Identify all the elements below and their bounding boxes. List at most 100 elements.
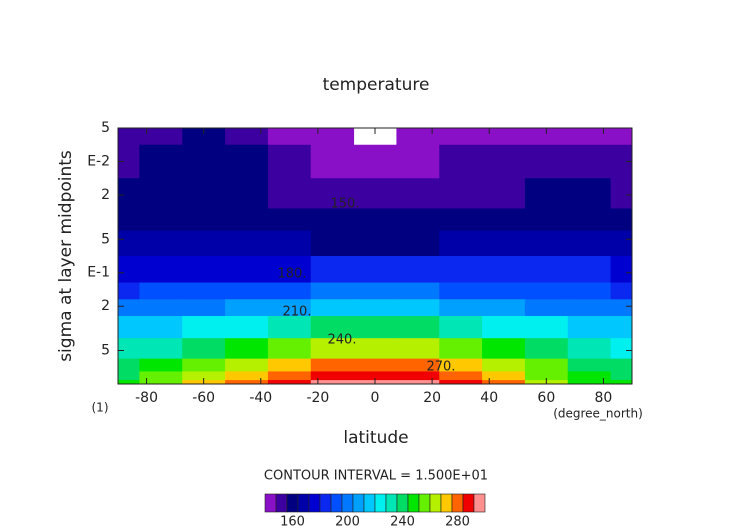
field-cell [118, 371, 140, 381]
x-tick-label: -60 [192, 390, 215, 406]
field-cell [396, 256, 440, 284]
field-cell [439, 208, 483, 232]
field-cell [482, 256, 526, 284]
field-cell [439, 371, 483, 381]
field-cell [310, 358, 355, 372]
field-cell [118, 230, 140, 257]
field-cell [310, 299, 355, 317]
field-cell [267, 299, 312, 317]
field-cell [482, 208, 526, 232]
y-tick-label: 5 [101, 343, 110, 359]
field-cell [182, 371, 226, 381]
field-cell [482, 299, 526, 317]
colorbar-box [418, 493, 431, 513]
field-cell [267, 371, 312, 381]
field-cell [353, 178, 397, 210]
field-cell [396, 282, 440, 300]
contour-label: 270. [427, 360, 456, 375]
field-cell [139, 338, 183, 360]
field-cell [524, 256, 569, 284]
field-cell [139, 371, 183, 381]
field-cell [610, 128, 633, 146]
field-cell [567, 144, 612, 179]
field-cell [310, 128, 355, 146]
field-cell [439, 338, 483, 360]
field-cell [524, 208, 569, 232]
field-cell [139, 128, 183, 146]
field-cell [118, 299, 140, 317]
field-cell [524, 371, 569, 381]
field-cell [610, 380, 633, 385]
field-cell [439, 230, 483, 257]
field-cell [567, 128, 612, 146]
colorbar-box [363, 493, 376, 513]
field-cell [353, 316, 397, 339]
field-cell [182, 358, 226, 372]
field-cell [439, 380, 483, 385]
colorbar-box [440, 493, 453, 513]
x-axis-label: latitude [343, 428, 408, 448]
field-cell [396, 380, 440, 385]
field-cell [482, 371, 526, 381]
field-cell [439, 178, 483, 210]
field-cell [225, 316, 269, 339]
colorbar-box [319, 493, 332, 513]
field-cell [396, 358, 440, 372]
x-tick-label: 0 [371, 390, 380, 406]
field-cell [396, 144, 440, 179]
field-cell [610, 230, 633, 257]
field-cell [225, 371, 269, 381]
field-cell [118, 358, 140, 372]
field-cell [182, 208, 226, 232]
field-cell [310, 178, 355, 210]
field-cell [225, 144, 269, 179]
colorbar-box [297, 493, 310, 513]
field-cell [225, 358, 269, 372]
field-cell [567, 208, 612, 232]
colorbar-box [352, 493, 365, 513]
colorbar-box [451, 493, 464, 513]
field-cell [139, 316, 183, 339]
field-cell [439, 256, 483, 284]
field-cell [610, 371, 633, 381]
field-cell [396, 371, 440, 381]
field-cell [267, 128, 312, 146]
colorbar-box [330, 493, 343, 513]
colorbar-tick-label: 200 [335, 515, 360, 530]
field-cell [396, 128, 440, 146]
field-cell [610, 144, 633, 179]
field-cell [610, 282, 633, 300]
field-cell [267, 316, 312, 339]
contour-label: 240. [328, 333, 357, 348]
field-cell [267, 208, 312, 232]
field-cell [267, 338, 312, 360]
x-tick-label: -80 [135, 390, 158, 406]
colorbar-box [275, 493, 288, 513]
field-cell [267, 256, 312, 284]
contour-label: 210. [283, 305, 312, 320]
field-cell [439, 144, 483, 179]
field-cell [225, 178, 269, 210]
field-cell [118, 178, 140, 210]
field-cell [353, 299, 397, 317]
field [118, 128, 633, 385]
field-cell [482, 316, 526, 339]
field-cell [267, 380, 312, 385]
field-cell [139, 358, 183, 372]
field-cell [118, 380, 140, 385]
field-cell [567, 371, 612, 381]
field-cell [182, 128, 226, 146]
field-cell [482, 178, 526, 210]
field-cell [310, 380, 355, 385]
field-cell [118, 208, 140, 232]
field-cell [396, 178, 440, 210]
colorbar-box [264, 493, 277, 513]
x-tick-label: 60 [537, 390, 555, 406]
field-cell [225, 256, 269, 284]
field-cell [353, 208, 397, 232]
field-cell [439, 128, 483, 146]
field-cell [182, 316, 226, 339]
chart-title: temperature [323, 75, 430, 95]
field-cell [118, 128, 140, 146]
